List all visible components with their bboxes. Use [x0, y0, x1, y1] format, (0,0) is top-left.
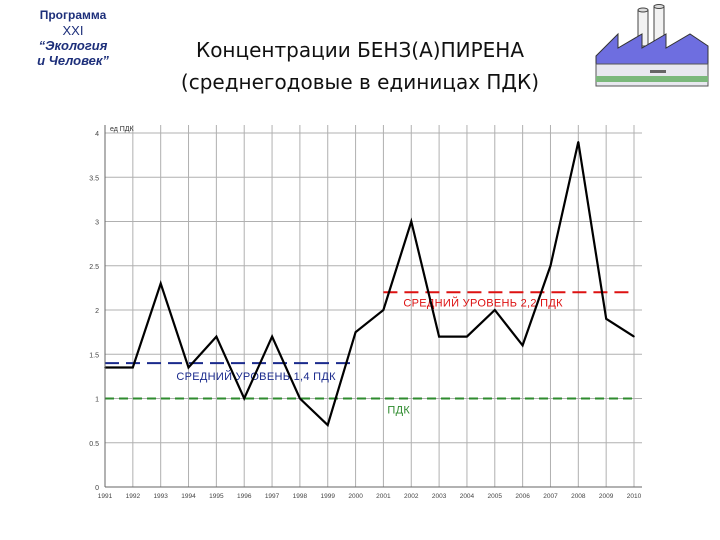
- data-point: [215, 335, 218, 338]
- data-point: [382, 309, 385, 311]
- data-point: [187, 366, 190, 369]
- reference-lines: ПДК СРЕДНИЙ УРОВЕНЬ 1,4 ПДК СРЕДНИЙ УРОВЕН…: [105, 291, 634, 417]
- data-point: [549, 264, 552, 267]
- data-point: [577, 141, 580, 143]
- series: [104, 141, 635, 428]
- logo-line-3: “Экология: [38, 38, 108, 53]
- y-axis-label: ед ПДК: [110, 126, 135, 133]
- data-point: [132, 366, 134, 369]
- data-point: [605, 318, 607, 320]
- y-tick-label: 2.5: [89, 264, 99, 271]
- x-tick-label: 2000: [348, 493, 363, 500]
- x-tick-label: 2002: [404, 493, 419, 500]
- title-line-2: (среднегодовые в единицах ПДК): [180, 70, 540, 94]
- x-tick-label: 1997: [265, 493, 280, 500]
- logo-line-2: XXI: [62, 23, 84, 38]
- series-line: [105, 141, 635, 428]
- data-point: [299, 397, 301, 400]
- data-point: [159, 282, 162, 285]
- x-tick-label: 1991: [98, 493, 113, 500]
- x-tick-label: 2004: [460, 493, 475, 500]
- y-tick-label: 1: [95, 397, 99, 404]
- data-point: [326, 424, 329, 426]
- x-tick-label: 1992: [126, 493, 141, 500]
- y-tick-label: 1.5: [89, 352, 99, 359]
- y-tick-label: 0.5: [89, 441, 99, 448]
- y-tick-label: 3.5: [89, 175, 99, 182]
- x-tick-label: 2003: [432, 493, 447, 500]
- slide-title: Концентрации БЕНЗ(А)ПИРЕНА (среднегодовы…: [130, 34, 590, 98]
- x-tick-label: 2008: [571, 493, 586, 500]
- x-tick-label: 2007: [543, 493, 558, 500]
- y-tick-label: 0: [95, 485, 99, 492]
- reference-line-label: СРЕДНИЙ УРОВЕНЬ 2,2 ПДК: [403, 296, 563, 309]
- logo-line-1: Программа: [39, 8, 107, 22]
- x-tick-label: 2010: [627, 493, 642, 500]
- x-tick-label: 2005: [488, 493, 503, 500]
- data-point: [271, 335, 273, 338]
- factory-icon: [590, 4, 714, 94]
- title-line-1: Концентрации БЕНЗ(А)ПИРЕНА: [196, 38, 524, 62]
- data-point: [493, 309, 496, 311]
- reference-line-label: ПДК: [387, 405, 410, 417]
- x-tick-label: 1996: [237, 493, 252, 500]
- y-tick-label: 4: [95, 131, 99, 138]
- data-point: [410, 220, 413, 223]
- y-tick-label: 2: [95, 308, 99, 315]
- x-tick-label: 1993: [153, 493, 168, 500]
- x-tick-label: 1999: [321, 493, 336, 500]
- x-tick-label: 1995: [209, 493, 224, 500]
- chart: ПДК СРЕДНИЙ УРОВЕНЬ 1,4 ПДК СРЕДНИЙ УРОВЕН…: [89, 125, 642, 500]
- x-tick-label: 1994: [181, 493, 196, 500]
- program-logo: Программа XXI “Экология и Человек”: [18, 8, 128, 68]
- x-tick-label: 2001: [376, 493, 391, 500]
- logo-line-4: и Человек”: [37, 53, 109, 68]
- x-tick-label: 2006: [515, 493, 530, 500]
- data-point: [438, 335, 440, 338]
- x-tick-label: 2009: [599, 493, 614, 500]
- reference-line-label: СРЕДНИЙ УРОВЕНЬ 1,4 ПДК: [176, 370, 336, 383]
- data-point: [354, 331, 357, 333]
- data-point: [243, 397, 246, 400]
- x-tick-label: 1998: [293, 493, 308, 500]
- data-point: [466, 335, 468, 338]
- data-point: [633, 335, 635, 338]
- y-tick-label: 3: [95, 220, 99, 227]
- data-point: [521, 344, 524, 347]
